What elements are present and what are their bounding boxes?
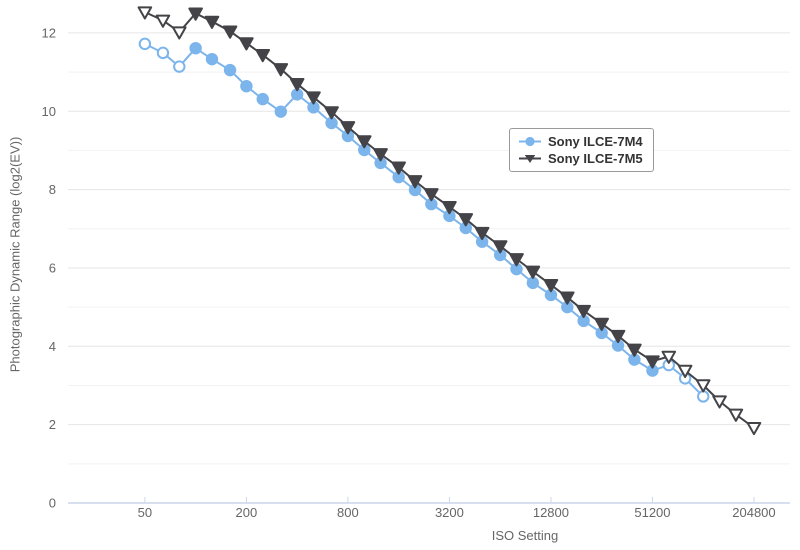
y-tick-label: 8	[49, 182, 56, 197]
data-point-marker[interactable]	[205, 52, 219, 66]
data-point-marker[interactable]	[543, 278, 559, 293]
x-tick-label: 800	[337, 505, 359, 520]
legend: Sony ILCE-7M4 Sony ILCE-7M5	[509, 128, 654, 172]
data-point-marker[interactable]	[222, 25, 238, 39]
data-point-marker[interactable]	[627, 343, 642, 357]
data-point-marker[interactable]	[746, 421, 762, 436]
legend-label-ilce-7m5: Sony ILCE-7M5	[548, 151, 643, 166]
data-point-marker[interactable]	[559, 291, 575, 305]
data-point-marker[interactable]	[223, 63, 237, 77]
y-tick-label: 12	[42, 25, 56, 40]
data-point-marker[interactable]	[373, 148, 388, 162]
x-axis-title: ISO Setting	[491, 528, 559, 543]
data-point-marker[interactable]	[204, 15, 220, 29]
data-point-marker[interactable]	[274, 105, 288, 118]
data-point-marker[interactable]	[442, 201, 457, 215]
data-point-marker[interactable]	[137, 6, 153, 20]
data-point-marker[interactable]	[610, 329, 626, 344]
data-point-marker[interactable]	[677, 364, 693, 378]
x-tick-label: 12800	[533, 505, 569, 520]
legend-label-ilce-7m4: Sony ILCE-7M4	[548, 134, 643, 149]
legend-sample-marker	[525, 136, 535, 147]
data-point-marker[interactable]	[645, 355, 660, 369]
legend-marker-triangle-icon	[519, 155, 541, 163]
data-point-marker[interactable]	[306, 91, 321, 105]
data-point-marker[interactable]	[526, 276, 540, 290]
x-tick-label: 204800	[732, 505, 775, 520]
x-tick-label: 50	[138, 505, 152, 520]
data-point-marker[interactable]	[458, 213, 474, 227]
data-point-marker[interactable]	[155, 14, 171, 28]
data-point-marker[interactable]	[273, 63, 289, 77]
data-point-marker[interactable]	[509, 253, 524, 267]
data-point-marker[interactable]	[695, 379, 711, 393]
y-tick-label: 4	[49, 339, 56, 354]
data-point-marker[interactable]	[324, 106, 339, 120]
data-point-marker[interactable]	[255, 49, 271, 63]
data-point-marker[interactable]	[240, 79, 253, 93]
data-point-marker[interactable]	[661, 350, 677, 364]
data-point-marker[interactable]	[424, 188, 439, 202]
data-point-marker[interactable]	[188, 7, 203, 21]
data-point-marker[interactable]	[356, 135, 372, 149]
legend-sample-marker	[524, 155, 536, 163]
data-point-marker[interactable]	[492, 240, 508, 254]
data-point-marker[interactable]	[391, 161, 406, 175]
data-point-marker[interactable]	[289, 78, 305, 92]
data-point-marker[interactable]	[474, 226, 490, 241]
data-point-marker[interactable]	[594, 317, 609, 331]
data-point-marker[interactable]	[728, 408, 744, 422]
legend-marker-circle-icon	[519, 136, 541, 147]
y-tick-label: 6	[49, 260, 56, 275]
y-tick-label: 2	[49, 417, 56, 432]
legend-item-ilce-7m4[interactable]: Sony ILCE-7M4	[518, 133, 643, 150]
y-axis-title: Photographic Dynamic Range (log2(EV))	[7, 136, 23, 373]
data-point-marker[interactable]	[697, 390, 710, 403]
data-point-marker[interactable]	[239, 37, 254, 51]
data-point-marker[interactable]	[138, 37, 152, 51]
x-tick-label: 51200	[634, 505, 670, 520]
y-tick-label: 10	[42, 104, 56, 119]
legend-item-ilce-7m5[interactable]: Sony ILCE-7M5	[518, 150, 643, 167]
data-point-marker[interactable]	[173, 60, 186, 73]
data-point-marker[interactable]	[256, 92, 269, 106]
data-point-marker[interactable]	[189, 41, 202, 55]
data-point-marker[interactable]	[712, 395, 727, 409]
y-tick-label: 0	[49, 496, 56, 511]
data-point-marker[interactable]	[407, 175, 423, 189]
data-point-marker[interactable]	[525, 265, 541, 279]
data-point-marker[interactable]	[171, 26, 187, 40]
data-point-marker[interactable]	[576, 304, 591, 319]
x-tick-label: 200	[236, 505, 258, 520]
data-point-marker[interactable]	[340, 121, 356, 135]
x-tick-label: 3200	[435, 505, 464, 520]
series-line-ilce-7m4	[144, 43, 704, 398]
data-point-marker[interactable]	[156, 46, 170, 60]
